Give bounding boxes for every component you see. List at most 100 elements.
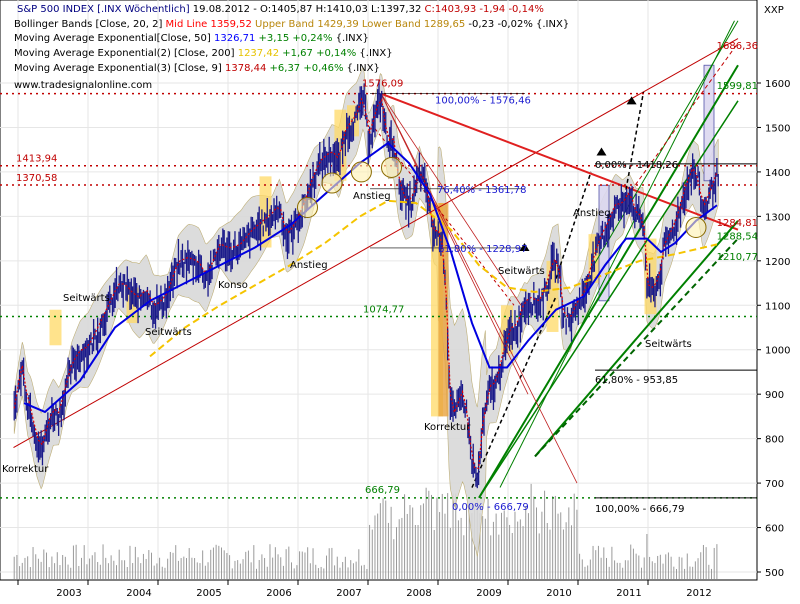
- trendline: [478, 64, 739, 499]
- y-tick-label: 800: [765, 435, 784, 446]
- level-label: 1284,81: [717, 218, 758, 229]
- level-label: 1576,09: [362, 79, 403, 90]
- fib-label: 0,00% - 1418,26: [595, 160, 678, 171]
- legend-value: {.INX}: [333, 33, 369, 44]
- x-tick-label: 2008: [406, 588, 431, 599]
- y-tick-label: 1600: [765, 79, 790, 90]
- fib-label: 100,00% - 1576,46: [435, 96, 531, 107]
- highlight-bar: [438, 203, 449, 417]
- fan-line: [380, 93, 522, 306]
- arrow-head: [626, 96, 637, 105]
- circle-mark: [321, 172, 343, 194]
- highlight-bar: [546, 260, 559, 332]
- volume-bars: [13, 483, 718, 579]
- event-label: Seitwärts: [645, 339, 692, 350]
- ema200-line: [149, 199, 718, 358]
- y-tick-label: 900: [765, 390, 784, 401]
- legend-value: +6,37 +0,46%: [266, 63, 343, 74]
- legend-value: Lower Band 1289,65: [359, 19, 466, 30]
- fan-line: [380, 93, 578, 484]
- source-label: www.tradesignalonline.com: [14, 80, 152, 91]
- event-label: Seitwärts: [63, 293, 110, 304]
- ema9-line: [13, 97, 718, 470]
- legend-value: C:1403,93: [425, 4, 477, 15]
- legend-value: {.INX}: [356, 48, 392, 59]
- event-label: Seitwärts: [498, 266, 545, 277]
- level-label: 1288,54: [717, 231, 758, 242]
- trendline: [499, 20, 735, 488]
- legend-series-name: Bollinger Bands [Close, 20, 2]: [14, 19, 166, 30]
- fib-label: 100,00% - 666,79: [595, 504, 684, 515]
- x-tick-label: 2007: [336, 588, 361, 599]
- arrow-head: [596, 147, 607, 156]
- circle-marks: [297, 96, 707, 252]
- highlight-bar: [49, 309, 62, 346]
- circle-mark: [685, 216, 707, 238]
- event-label: Korrektur: [2, 464, 49, 475]
- fan-line: [380, 93, 529, 395]
- circle-mark: [297, 196, 318, 218]
- x-tick-label: 2003: [56, 588, 81, 599]
- x-tick-label: 2011: [616, 588, 641, 599]
- y-tick-label: 500: [765, 568, 784, 579]
- event-label: Anstieg: [353, 191, 391, 202]
- legend-series-name: Moving Average Exponential(3) [Close, 9]: [14, 63, 225, 74]
- legend-value: 19.08.2012 - O:1405,87 H:1410,03 L:1397,…: [190, 4, 425, 15]
- fib-label: 0,00% - 666,79: [452, 502, 529, 513]
- legend-row-bollinger: Bollinger Bands [Close, 20, 2] Mid Line …: [14, 19, 569, 30]
- x-tick-label: 2006: [266, 588, 291, 599]
- y-tick-label: 1000: [765, 346, 790, 357]
- legend-value: +3,15 +0,24%: [255, 33, 332, 44]
- level-label: 1210,77: [717, 252, 758, 263]
- event-label: Anstieg: [290, 260, 328, 271]
- y-tick-label: 1400: [765, 168, 790, 179]
- legend-row-ema9: Moving Average Exponential(3) [Close, 9]…: [14, 63, 380, 74]
- x-tick-label: 2009: [476, 588, 501, 599]
- x-tick-label: 2012: [686, 588, 711, 599]
- legend-value: Upper Band 1429,39: [252, 19, 359, 30]
- circle-mark: [350, 161, 372, 183]
- level-label: 666,79: [365, 485, 400, 496]
- legend-row-ema50: Moving Average Exponential[Close, 50] 13…: [14, 33, 369, 44]
- legend-value: Mid Line 1359,52: [166, 19, 252, 30]
- symbol-label: XXP: [764, 5, 784, 16]
- x-tick-label: 2005: [196, 588, 221, 599]
- legend-series-name: Moving Average Exponential(2) [Close, 20…: [14, 48, 238, 59]
- y-tick-label: 1300: [765, 212, 790, 223]
- legend-value: {.INX}: [344, 63, 380, 74]
- y-tick-label: 700: [765, 479, 784, 490]
- legend-value: -0,23 -0,02% {.INX}: [465, 19, 569, 30]
- legend: S&P 500 INDEX [.INX Wöchentlich] 19.08.2…: [14, 4, 569, 91]
- trendlines: [13, 20, 739, 499]
- annotations: 1413,94 1370,58 1576,09 1686,36 1074,77 666,7…: [2, 41, 758, 515]
- moving-averages: [13, 97, 718, 470]
- event-label: Seitwärts: [145, 327, 192, 338]
- trendline: [555, 171, 592, 279]
- legend-title: S&P 500 INDEX [.INX Wöchentlich] 19.08.2…: [17, 4, 544, 15]
- fib-label: 76,40% - 1361,78: [437, 185, 526, 196]
- event-label: Konso: [218, 280, 248, 291]
- level-label: 1074,77: [363, 304, 404, 315]
- event-label: Korrektur: [424, 422, 471, 433]
- level-label: 1599,81: [717, 81, 758, 92]
- trendline: [625, 91, 645, 190]
- x-tick-label: 2010: [546, 588, 571, 599]
- y-tick-label: 1200: [765, 257, 790, 268]
- y-tick-label: 600: [765, 524, 784, 535]
- legend-value: 1237,42: [238, 48, 279, 59]
- circle-mark: [381, 156, 402, 178]
- fib-label: 61,80% - 1228,97: [438, 244, 527, 255]
- legend-value: +1,67 +0,14%: [279, 48, 356, 59]
- legend-row-ema200: Moving Average Exponential(2) [Close, 20…: [14, 48, 393, 59]
- trendline: [534, 220, 739, 458]
- ema50-line: [23, 141, 718, 414]
- legend-value: S&P 500 INDEX [.INX Wöchentlich]: [17, 4, 190, 15]
- legend-value: 1378,44: [225, 63, 266, 74]
- level-label: 1686,36: [717, 41, 758, 52]
- event-label: Anstieg: [573, 208, 611, 219]
- y-tick-label: 1500: [765, 123, 790, 134]
- arrow-head: [519, 243, 530, 252]
- trendline: [13, 38, 739, 448]
- level-label: 1370,58: [16, 173, 57, 184]
